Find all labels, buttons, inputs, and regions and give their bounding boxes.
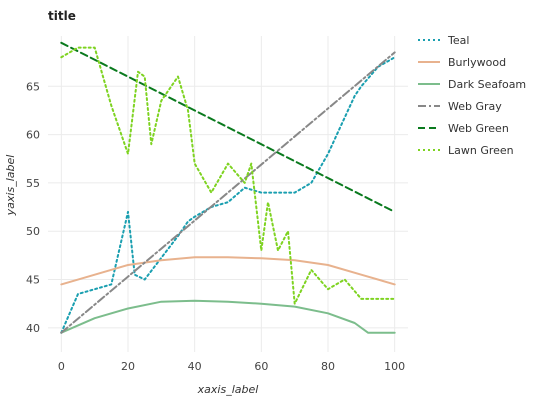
- legend-label-web-gray: Web Gray: [448, 100, 502, 113]
- series-line-dark-seafoam: [60, 299, 396, 334]
- y-axis-ticks: 40 45 50 55 60 65: [26, 80, 40, 335]
- grid: [48, 36, 408, 352]
- legend: Teal Burlywood Dark Seafoam Web Gray Web Gre…: [418, 34, 526, 157]
- series-line-burlywood: [60, 256, 396, 286]
- series-line-teal: [60, 56, 396, 334]
- y-tick-label: 60: [26, 129, 40, 142]
- y-axis-title: yaxis_label: [4, 155, 17, 217]
- series-lines: [60, 41, 396, 334]
- y-tick-label: 40: [26, 322, 40, 335]
- x-tick-label: 20: [121, 360, 135, 373]
- series-line-lawn-green: [60, 46, 396, 305]
- y-tick-label: 50: [26, 225, 40, 238]
- x-tick-label: 60: [254, 360, 268, 373]
- x-axis-ticks: 0 20 40 60 80 100: [58, 360, 405, 373]
- legend-label-teal: Teal: [447, 34, 469, 47]
- legend-label-lawn-green: Lawn Green: [448, 144, 514, 157]
- legend-label-dark-seafoam: Dark Seafoam: [448, 78, 526, 91]
- x-tick-label: 0: [58, 360, 65, 373]
- series-line-web-green: [60, 41, 396, 213]
- legend-label-web-green: Web Green: [448, 122, 509, 135]
- series-line-web-gray: [60, 51, 396, 334]
- x-tick-label: 40: [188, 360, 202, 373]
- x-axis-title: xaxis_label: [197, 383, 259, 396]
- y-tick-label: 65: [26, 80, 40, 93]
- y-tick-label: 45: [26, 274, 40, 287]
- legend-label-burlywood: Burlywood: [448, 56, 506, 69]
- y-tick-label: 55: [26, 177, 40, 190]
- chart-title: title: [48, 9, 76, 23]
- x-tick-label: 80: [321, 360, 335, 373]
- x-tick-label: 100: [384, 360, 405, 373]
